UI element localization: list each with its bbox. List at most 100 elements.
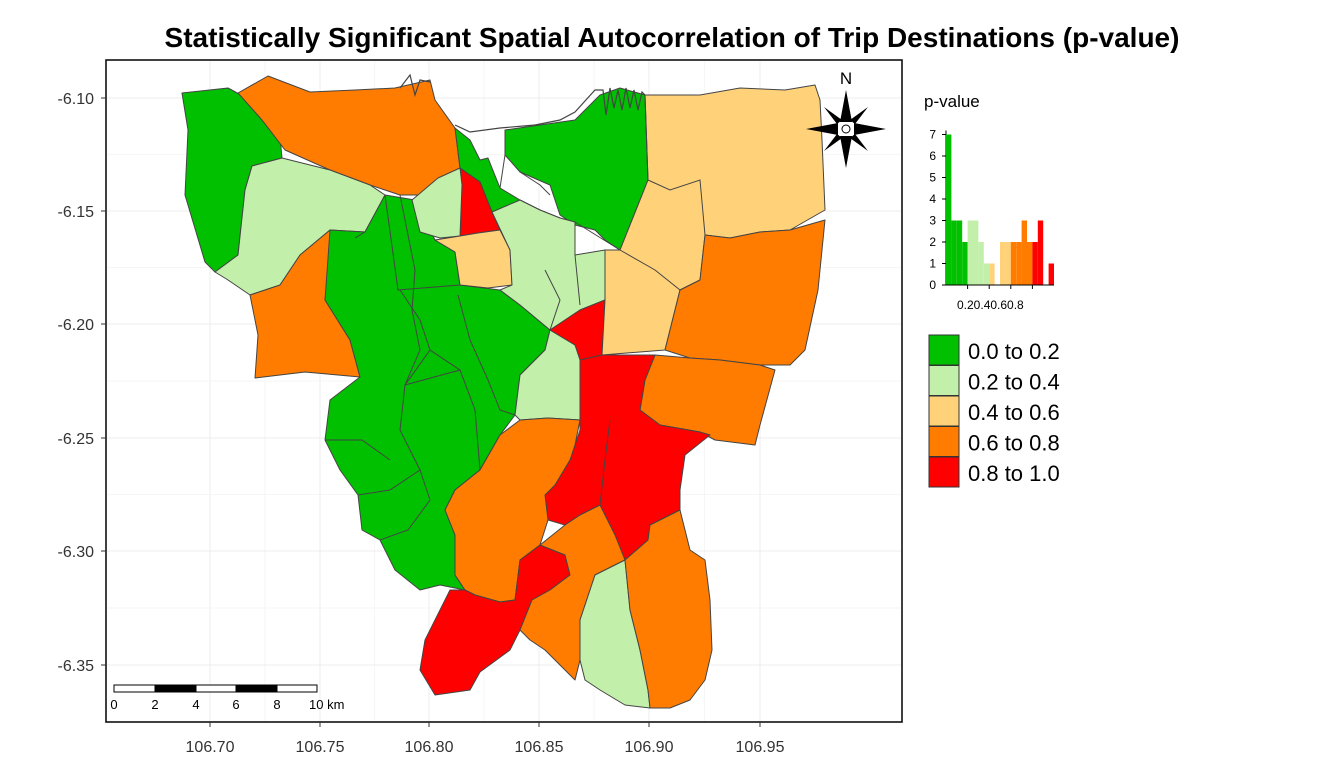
district-boundary <box>404 369 461 386</box>
district-boundary <box>574 221 621 251</box>
legend-label: 0.2 to 0.4 <box>968 370 1060 395</box>
hist-bar <box>989 263 995 285</box>
hist-bar <box>1032 242 1038 285</box>
x-tick-label: 106.75 <box>296 739 345 756</box>
hist-bar <box>946 134 952 285</box>
hist-bar <box>956 220 963 285</box>
hist-y-tick-label: 1 <box>929 257 936 271</box>
legend-label: 0.4 to 0.6 <box>968 400 1060 425</box>
compass-arrow-ne <box>850 107 868 124</box>
legend-swatch <box>928 426 960 457</box>
scale-label: 8 <box>273 697 280 712</box>
district-boundary <box>399 194 421 386</box>
compass-center <box>841 124 851 134</box>
legend-swatch <box>928 456 960 488</box>
district-boundary <box>644 94 706 236</box>
hist-bar <box>1021 220 1027 285</box>
coast-line <box>454 87 646 133</box>
hist-y-tick-label: 3 <box>929 214 936 228</box>
district-boundary <box>519 171 551 196</box>
y-tick-label: -6.25 <box>58 431 95 448</box>
y-tick-label: -6.30 <box>58 544 95 561</box>
hist-bar <box>1016 242 1022 285</box>
hist-bar <box>951 220 957 285</box>
legend-label: 0.8 to 1.0 <box>968 461 1060 486</box>
legend-label: 0.6 to 0.8 <box>968 431 1060 456</box>
hist-bar <box>962 242 968 285</box>
district-boundary <box>325 439 391 461</box>
hist-y-tick-label: 5 <box>929 171 936 185</box>
compass-arrow-s <box>840 136 852 168</box>
x-tick-label: 106.95 <box>736 739 785 756</box>
district-boundary <box>384 194 461 291</box>
region-northeast-green <box>504 87 649 251</box>
x-tick-label: 106.90 <box>625 739 674 756</box>
x-axis: 106.70 106.75 106.80 106.85 106.90 106.95 <box>186 722 785 756</box>
scale-seg-4 <box>276 684 318 693</box>
x-tick-label: 106.70 <box>186 739 235 756</box>
hist-y-tick-label: 2 <box>929 235 936 249</box>
y-tick-label: -6.15 <box>58 204 95 221</box>
district-boundary <box>574 254 581 306</box>
district-boundary <box>599 419 611 506</box>
map-regions <box>181 75 826 709</box>
hist-bar <box>978 242 984 285</box>
scale-seg-3 <box>235 684 278 693</box>
legend-swatch <box>928 395 960 427</box>
district-boundary <box>544 269 561 331</box>
hist-bar <box>1037 220 1044 285</box>
y-tick-label: -6.10 <box>58 91 95 108</box>
legend-title: p-value <box>924 92 980 111</box>
compass-arrow-se <box>850 134 868 151</box>
scale-label: 6 <box>232 697 239 712</box>
map-boundaries <box>325 94 706 541</box>
legend-histogram: 0 1 2 3 4 5 6 7 0.20.40.60.8 <box>929 128 1054 312</box>
region-orange-east <box>664 219 826 366</box>
compass-arrow-sw <box>824 134 842 151</box>
district-boundary <box>499 130 506 189</box>
hist-y-tick-label: 6 <box>929 149 936 163</box>
compass-arrow-e <box>854 123 886 135</box>
scale-label: 10 km <box>309 697 344 712</box>
scale-label: 4 <box>192 697 199 712</box>
district-boundary <box>457 294 516 416</box>
hist-y-tick-label: 4 <box>929 192 936 206</box>
compass-arrow-nw <box>824 107 842 124</box>
hist-bar <box>1000 242 1006 285</box>
district-boundary <box>399 289 481 471</box>
legend-swatch <box>928 334 960 366</box>
scale-label: 2 <box>151 697 158 712</box>
scale-label: 0 <box>110 697 117 712</box>
hist-bar <box>1027 242 1033 285</box>
compass-arrow-n <box>840 90 852 122</box>
district-boundary <box>619 249 681 291</box>
north-label: N <box>840 69 852 88</box>
chart-title: Statistically Significant Spatial Autoco… <box>164 22 1180 53</box>
hist-bar <box>1005 242 1011 285</box>
legend-swatch <box>928 365 960 396</box>
scale-seg-1 <box>154 684 197 693</box>
district-boundary <box>354 231 366 239</box>
legend-classes: 0.0 to 0.2 0.2 to 0.4 0.4 to 0.6 0.6 to 0.8… <box>928 334 1060 488</box>
coastline <box>399 73 646 133</box>
scale-seg-0 <box>113 684 156 693</box>
y-tick-label: -6.35 <box>58 658 95 675</box>
region-orange-southeast-2 <box>624 509 713 709</box>
map-panel-border <box>105 59 903 723</box>
hist-bar <box>1048 263 1054 285</box>
y-axis: -6.10 -6.15 -6.20 -6.25 -6.30 -6.35 <box>58 91 106 675</box>
hist-x-tick-labels: 0.20.40.60.8 <box>957 298 1024 312</box>
hist-y-tick-label: 7 <box>929 128 936 142</box>
hist-y-tick-label: 0 <box>929 278 936 292</box>
district-boundary <box>357 469 421 496</box>
hist-bar <box>1010 242 1017 285</box>
scale-bar: 0 2 4 6 8 10 km <box>110 684 344 712</box>
legend-label: 0.0 to 0.2 <box>968 339 1060 364</box>
x-tick-label: 106.85 <box>515 739 564 756</box>
y-tick-label: -6.20 <box>58 317 95 334</box>
north-arrow: N <box>806 69 886 168</box>
hist-bar <box>973 220 979 285</box>
region-light-north-small <box>411 167 463 239</box>
hist-bar <box>983 263 990 285</box>
